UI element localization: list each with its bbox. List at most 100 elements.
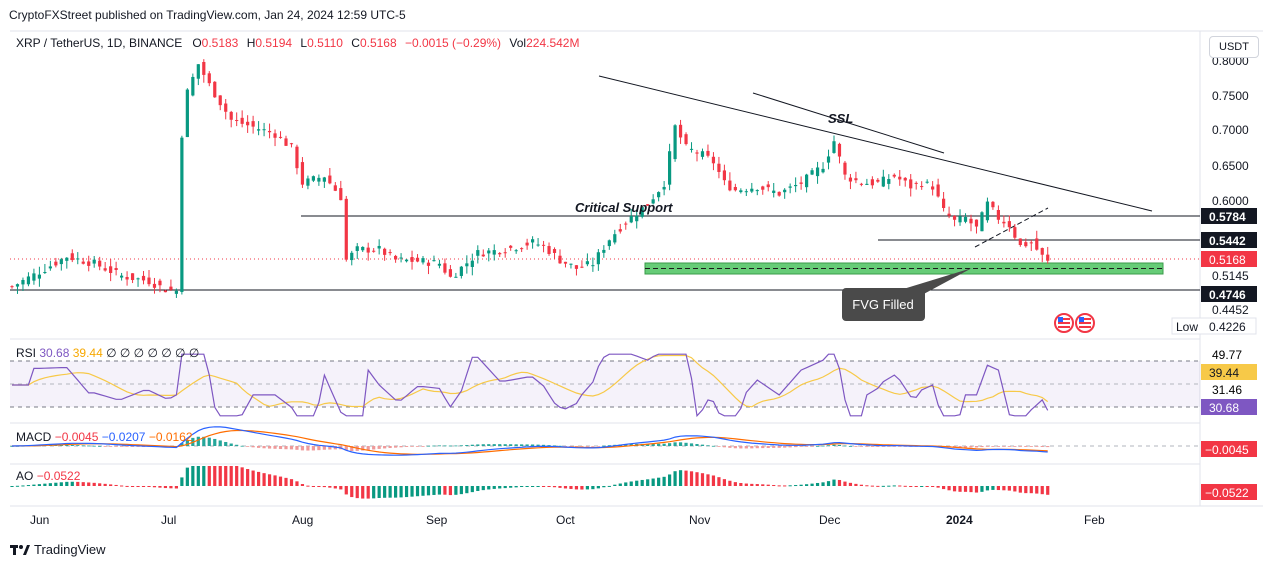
ao-bar: [892, 485, 896, 487]
macd-hist-bar: [1002, 446, 1006, 447]
macd-hist-bar: [657, 443, 661, 446]
ao-bar: [470, 486, 474, 493]
ao-bar: [487, 486, 491, 490]
macd-hist-bar: [673, 442, 677, 446]
candle-body: [48, 266, 52, 269]
macd-hist-bar: [470, 444, 474, 446]
ao-bar: [322, 486, 326, 488]
ao-bar: [974, 486, 979, 493]
macd-hist-bar: [246, 446, 250, 447]
macd-hist-bar: [454, 445, 458, 447]
rsi-placeholders: ∅ ∅ ∅ ∅ ∅ ∅ ∅: [106, 346, 200, 360]
ohlc-close-value: 0.5168: [359, 36, 397, 50]
candle-body: [289, 143, 294, 145]
candle-body: [218, 95, 222, 106]
macd-hist-bar: [744, 446, 748, 449]
macd-hist-bar: [668, 443, 672, 446]
tradingview-footer[interactable]: TradingView: [10, 542, 106, 557]
y-tick: 0.7500: [1212, 89, 1249, 103]
ao-bar: [969, 486, 973, 493]
ao-bar: [26, 485, 31, 487]
publisher-line: CryptoFXStreet published on TradingView.…: [9, 8, 406, 22]
ao-bar: [158, 486, 162, 488]
candle-body: [147, 277, 151, 285]
candle-body: [591, 265, 595, 267]
candle-body: [618, 229, 622, 232]
ao-bar: [859, 484, 863, 486]
ao-bar: [936, 486, 940, 488]
candle-body: [300, 162, 305, 185]
ao-bar: [1002, 486, 1006, 491]
rsi-legend: RSI 30.68 39.44 ∅ ∅ ∅ ∅ ∅ ∅ ∅: [16, 346, 199, 360]
macd-hist-bar: [761, 446, 765, 449]
ao-bar: [761, 484, 765, 486]
ao-bar: [114, 484, 118, 486]
candle-body: [1002, 221, 1006, 224]
candle-body: [920, 186, 924, 188]
ao-bar: [10, 486, 14, 487]
ao-bar: [328, 486, 332, 488]
ao-bar: [898, 485, 902, 487]
x-tick: Jun: [30, 513, 49, 527]
candle-body: [585, 261, 589, 265]
ao-bar: [1024, 486, 1028, 494]
ao-bar: [87, 482, 91, 486]
ao-bar: [311, 486, 315, 487]
macd-hist-bar: [388, 446, 392, 449]
macd-hist-bar: [311, 446, 315, 451]
macd-hist-bar: [81, 445, 85, 447]
candle-body: [602, 249, 606, 253]
candle-body: [284, 138, 288, 146]
ao-bar: [739, 482, 743, 486]
descending-trendline: [598, 75, 1153, 212]
macd-hist-bar: [624, 444, 628, 446]
macd-hist-bar: [224, 441, 228, 446]
ao-bar: [251, 470, 255, 486]
macd-hist-bar: [235, 444, 239, 446]
price-label-0-5442: 0.5442: [1209, 234, 1246, 248]
us-flag-icon[interactable]: [1075, 313, 1095, 333]
macd-hist-bar: [87, 445, 91, 447]
candle-body: [377, 245, 381, 249]
rsi-ma-value-label: 39.44: [1209, 366, 1239, 380]
candle-body: [278, 136, 283, 138]
macd-hist-bar: [1040, 446, 1044, 447]
macd-hist-bar: [810, 446, 814, 447]
ao-bar: [410, 486, 414, 497]
candle-body: [942, 198, 946, 209]
candle-body: [295, 146, 299, 169]
ao-bar: [996, 486, 1000, 491]
macd-hist-bar: [958, 446, 962, 448]
ao-bar: [717, 477, 721, 486]
ao-bar: [947, 486, 951, 491]
ao-bar: [1029, 486, 1033, 494]
ao-bar: [1035, 486, 1039, 494]
candle-body: [202, 61, 206, 75]
ao-bar: [59, 482, 63, 486]
macd-hist-bar: [492, 444, 496, 446]
ao-bar: [881, 485, 885, 487]
ao-bar: [580, 486, 584, 490]
ao-bar: [629, 481, 633, 486]
currency-button[interactable]: USDT: [1209, 36, 1259, 58]
macd-hist-bar: [350, 446, 354, 452]
ssl-annotation: SSL: [828, 111, 853, 126]
macd-hist-bar: [361, 446, 365, 451]
macd-hist-bar: [328, 446, 332, 450]
ao-bar: [1013, 486, 1017, 492]
candle-body: [865, 183, 869, 185]
candle-body: [207, 73, 211, 84]
ao-bar: [865, 485, 869, 487]
macd-hist-bar: [815, 445, 820, 447]
x-tick: Nov: [689, 513, 710, 527]
macd-hist-bar: [563, 446, 568, 447]
volume-label: Vol: [509, 36, 527, 50]
ao-bar: [459, 486, 463, 495]
macd-hist-bar: [180, 443, 184, 446]
symbol-name[interactable]: XRP / TetherUS, 1D, BINANCE: [16, 36, 183, 50]
candle-body: [169, 286, 173, 290]
us-flag-icon[interactable]: [1054, 313, 1074, 333]
ao-bar: [668, 474, 672, 486]
candle-body: [558, 255, 562, 264]
